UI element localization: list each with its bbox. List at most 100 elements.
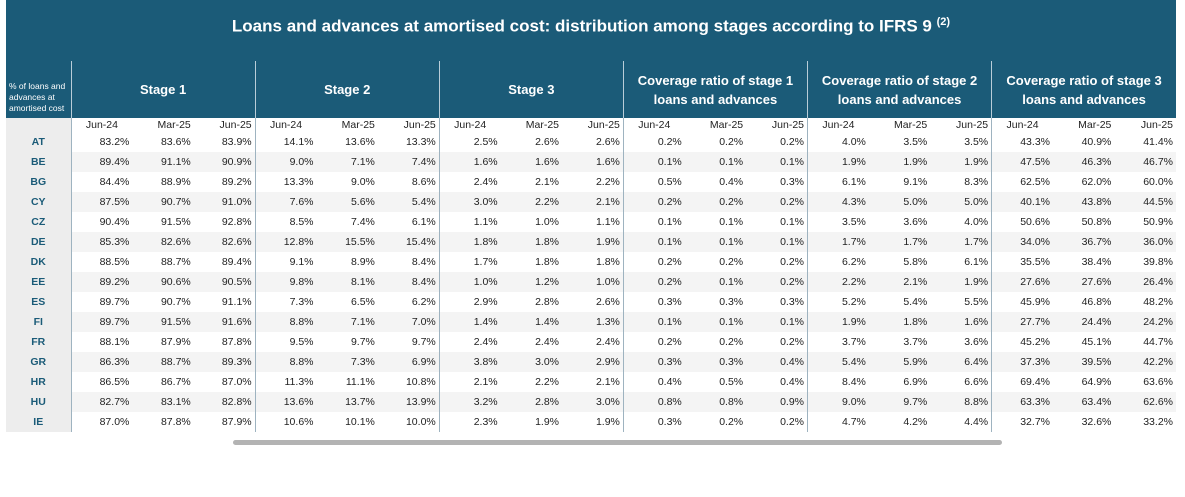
value-cell: 88.9% <box>160 176 191 188</box>
value-cell: 9.0% <box>350 176 375 188</box>
value-cell: 0.8% <box>684 392 747 412</box>
value-cell: 2.4% <box>438 332 501 352</box>
value-cell: 15.4% <box>377 232 440 252</box>
value-cell: 0.1% <box>780 216 804 228</box>
value-cell: 6.6% <box>964 376 989 388</box>
value-cell: 45.9% <box>991 292 1053 312</box>
value-cell: 82.8% <box>193 392 256 412</box>
value-cell: 0.4% <box>622 372 685 392</box>
value-cell: 87.5% <box>70 192 133 212</box>
value-cell: 3.6% <box>964 336 989 348</box>
value-cell: 5.2% <box>806 292 869 312</box>
value-cell: 1.9% <box>868 152 931 172</box>
value-cell: 0.1% <box>746 312 808 332</box>
value-cell: 1.8% <box>595 256 620 268</box>
value-cell: 4.7% <box>806 412 869 432</box>
value-cell: 9.1% <box>254 252 317 272</box>
value-cell: 3.7% <box>806 332 869 352</box>
value-cell: 3.5% <box>903 136 928 148</box>
value-cell: 48.2% <box>1143 296 1173 308</box>
group-header-line1: Coverage ratio of stage 1 <box>637 72 794 88</box>
group-header-line2: loans and advances <box>837 91 962 107</box>
table-row: EE 89.2% 90.6% 90.5% 9.8% 8.1% 8.4% 1.0% 1.2% 1.0… <box>6 272 1176 292</box>
value-cell: 2.1% <box>562 192 624 212</box>
table-body: AT 83.2% 83.6% 83.9% 14.1% 13.6% 13.3% 2.5% 2.6%… <box>6 132 1176 432</box>
value-cell: 43.8% <box>1053 192 1115 212</box>
title-bar: Loans and advances at amortised cost: di… <box>6 0 1176 61</box>
value-cell: 5.6% <box>316 192 378 212</box>
value-cell: 83.9% <box>221 136 252 148</box>
value-cell: 8.8% <box>254 312 317 332</box>
value-cell: 7.3% <box>316 352 378 372</box>
value-cell: 0.4% <box>780 376 804 388</box>
group-header-line1: Stage 1 <box>139 82 187 97</box>
value-cell: 43.3% <box>991 132 1053 152</box>
value-cell: 9.0% <box>254 152 317 172</box>
value-cell: 8.8% <box>930 392 992 412</box>
table-row: CY 87.5% 90.7% 91.0% 7.6% 5.6% 5.4% 3.0% 2.2% 2.1… <box>6 192 1176 212</box>
value-cell: 85.3% <box>70 232 133 252</box>
value-cell: 10.6% <box>254 412 317 432</box>
value-cell: 62.6% <box>1114 392 1176 412</box>
value-cell: 1.7% <box>930 232 992 252</box>
value-cell: 7.6% <box>254 192 317 212</box>
value-cell: 0.2% <box>780 336 804 348</box>
value-cell: 2.1% <box>595 376 620 388</box>
period-header: Jun-24 <box>70 118 133 132</box>
value-cell: 0.4% <box>746 352 808 372</box>
value-cell: 88.7% <box>160 256 191 268</box>
data-table: % of loans and advances at amortised cos… <box>6 61 1176 432</box>
value-cell: 10.1% <box>345 416 375 428</box>
value-cell: 39.5% <box>1053 352 1115 372</box>
table-row: DK 88.5% 88.7% 89.4% 9.1% 8.9% 8.4% 1.7% 1.8% 1.8… <box>6 252 1176 272</box>
value-cell: 0.1% <box>684 232 747 252</box>
value-cell: 0.1% <box>684 152 747 172</box>
value-cell: 10.8% <box>405 376 436 388</box>
value-cell: 5.0% <box>930 192 992 212</box>
country-code: GR <box>6 352 71 372</box>
value-cell: 82.7% <box>70 392 133 412</box>
value-cell: 38.4% <box>1081 256 1112 268</box>
value-cell: 1.3% <box>562 312 624 332</box>
country-code: BG <box>6 172 71 192</box>
value-cell: 88.7% <box>132 352 194 372</box>
value-cell: 1.9% <box>930 152 992 172</box>
value-cell: 8.9% <box>350 256 375 268</box>
value-cell: 90.9% <box>193 152 256 172</box>
value-cell: 13.3% <box>254 172 317 192</box>
value-cell: 3.6% <box>903 216 928 228</box>
value-cell: 4.4% <box>964 416 989 428</box>
value-cell: 62.5% <box>991 172 1053 192</box>
title-footnote-ref: (2) <box>936 16 951 28</box>
corner-label: % of loans and advances at amortised cos… <box>6 61 71 118</box>
value-cell: 64.9% <box>1081 376 1112 388</box>
value-cell: 2.4% <box>438 172 501 192</box>
value-cell: 2.2% <box>500 192 562 212</box>
country-code: DK <box>6 252 71 272</box>
value-cell: 3.0% <box>438 192 501 212</box>
value-cell: 9.8% <box>254 272 317 292</box>
value-cell: 8.6% <box>411 176 436 188</box>
value-cell: 3.2% <box>438 392 501 412</box>
value-cell: 90.7% <box>132 192 194 212</box>
value-cell: 36.7% <box>1053 232 1115 252</box>
value-cell: 11.1% <box>345 376 375 388</box>
value-cell: 2.6% <box>595 296 620 308</box>
value-cell: 40.1% <box>991 192 1053 212</box>
table-row: HU 82.7% 83.1% 82.8% 13.6% 13.7% 13.9% 3.2% 2.8%… <box>6 392 1176 412</box>
value-cell: 11.3% <box>254 372 317 392</box>
value-cell: 87.9% <box>221 416 252 428</box>
country-code: CY <box>6 192 71 212</box>
value-cell: 2.6% <box>595 136 620 148</box>
value-cell: 32.6% <box>1081 416 1112 428</box>
value-cell: 7.3% <box>254 292 317 312</box>
value-cell: 47.5% <box>991 152 1053 172</box>
value-cell: 0.1% <box>622 232 685 252</box>
value-cell: 1.9% <box>562 232 624 252</box>
value-cell: 2.1% <box>438 372 501 392</box>
group-header-2: Stage 2 <box>254 61 440 118</box>
group-header-line2: loans and advances <box>1022 91 1146 107</box>
value-cell: 8.4% <box>377 272 440 292</box>
horizontal-scrollbar[interactable] <box>233 440 1002 445</box>
value-cell: 2.2% <box>806 272 869 292</box>
